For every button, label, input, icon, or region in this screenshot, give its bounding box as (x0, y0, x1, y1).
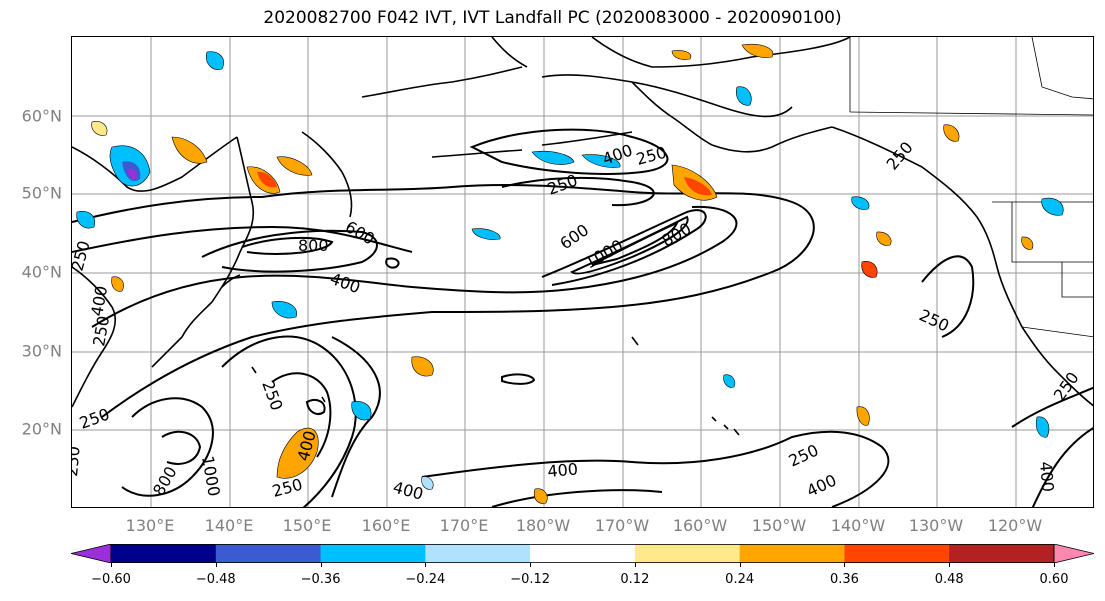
lat-label: 30°N (21, 341, 62, 361)
colorbar-tick-label: −0.48 (195, 572, 236, 587)
colorbar-tick-mark (949, 563, 951, 567)
contour-label: 250 (883, 138, 917, 174)
colorbar-tick-mark (1054, 563, 1055, 567)
colorbar-tick-label: 0.48 (934, 572, 964, 587)
colorbar-tick-label: 0.12 (620, 572, 650, 587)
colorbar-segment (111, 544, 217, 563)
colorbar-tick-label: −0.24 (405, 572, 446, 587)
colorbar-tick-mark (320, 563, 322, 567)
colorbar-tick-mark (425, 563, 427, 567)
contour-label: 400 (547, 459, 579, 481)
contour-label: 600 (342, 217, 378, 249)
map-canvas: 400 250 250 600 800 600 1000 800 400 250… (72, 37, 1093, 507)
contour-label: 800 (298, 236, 329, 255)
lat-label: 40°N (21, 262, 62, 282)
contour-label: 250 (545, 170, 580, 198)
colorbar-tick-mark (215, 563, 217, 567)
colorbar (71, 544, 1094, 563)
lon-label: 150°W (751, 516, 807, 535)
colorbar-extend-low (71, 544, 112, 563)
contour-label: 250 (89, 314, 113, 347)
colorbar-tick-label: 0.60 (1039, 572, 1069, 587)
lon-label: 160°W (672, 516, 728, 535)
contour-label: 250 (270, 475, 304, 501)
lon-label: 150°E (282, 516, 332, 535)
contour-labels: 400 250 250 600 800 600 1000 800 400 250… (72, 138, 1083, 504)
lon-label: 160°E (361, 516, 411, 535)
colorbar-segment (634, 544, 741, 563)
graticule (72, 37, 1093, 507)
colorbar-tick-mark (111, 563, 112, 567)
lat-label: 20°N (21, 419, 62, 439)
contour-label: 400 (87, 284, 111, 317)
lat-label: 60°N (21, 106, 62, 126)
contour-label: 800 (149, 463, 181, 499)
contour-label: 250 (916, 305, 952, 335)
lon-label: 180°W (515, 516, 571, 535)
plot-title: 2020082700 F042 IVT, IVT Landfall PC (20… (263, 8, 842, 28)
colorbar-segment (949, 544, 1055, 563)
contour-label: 250 (72, 239, 94, 273)
lon-label: 140°E (204, 516, 254, 535)
colorbar-border (110, 544, 1055, 563)
colorbar-segment (320, 544, 426, 563)
lon-label: 120°W (987, 516, 1043, 535)
colorbar-segment (739, 544, 845, 563)
contour-label: 600 (556, 220, 592, 253)
pc-positive-patches (91, 44, 1034, 504)
map-panel: 400 250 250 600 800 600 1000 800 400 250… (71, 36, 1094, 508)
colorbar-tick-label: −0.12 (510, 572, 551, 587)
contour-label: 250 (258, 378, 286, 413)
colorbar-segment (425, 544, 531, 563)
contour-label: 250 (786, 440, 822, 470)
lon-label: 140°W (830, 516, 886, 535)
ivt-contours (72, 128, 1093, 507)
contour-label: 400 (600, 140, 635, 168)
lon-label: 170°W (594, 516, 650, 535)
political-borders (849, 37, 1093, 338)
colorbar-tick-label: 0.24 (725, 572, 755, 587)
contour-label: 1000 (198, 454, 224, 497)
contour-label: 250 (72, 445, 84, 477)
contour-label: 400 (391, 478, 425, 504)
colorbar-extend-high (1053, 544, 1094, 563)
colorbar-tick-label: −0.60 (91, 572, 131, 587)
colorbar-segment (844, 544, 950, 563)
coastlines (72, 37, 1093, 436)
colorbar-segment (215, 544, 322, 563)
colorbar-tick-label: 0.36 (829, 572, 859, 587)
pc-negative-patches (76, 51, 1064, 490)
colorbar-segment (530, 544, 636, 563)
colorbar-tick-mark (739, 563, 741, 567)
lon-label: 170°E (439, 516, 489, 535)
lon-label: 130°E (125, 516, 175, 535)
contour-label: 250 (77, 404, 112, 432)
colorbar-tick-mark (634, 563, 636, 567)
contour-label: 400 (1036, 461, 1058, 493)
lon-label: 130°W (908, 516, 964, 535)
colorbar-tick-mark (844, 563, 846, 567)
contour-label: 400 (804, 470, 840, 500)
colorbar-tick-label: −0.36 (300, 572, 341, 587)
lat-label: 50°N (21, 183, 62, 203)
colorbar-tick-mark (530, 563, 532, 567)
contour-label: 250 (1050, 368, 1083, 404)
